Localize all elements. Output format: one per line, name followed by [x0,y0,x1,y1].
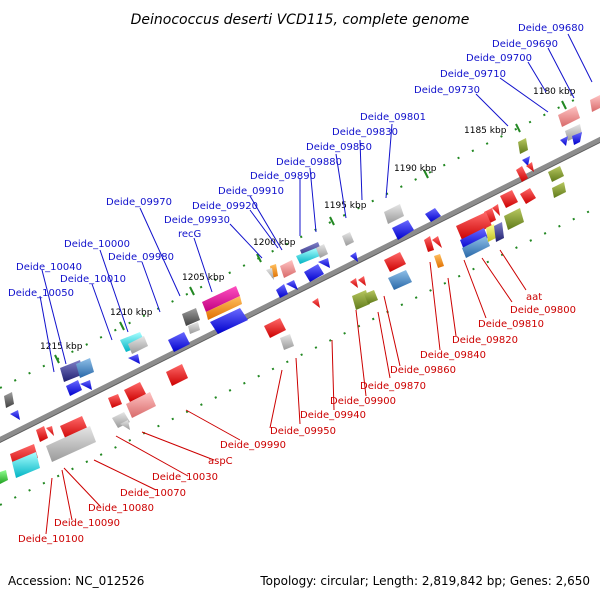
topology-text: Topology: circular; Length: 2,819,842 bp… [259,574,590,588]
tick-label: 1190 kbp [394,164,437,174]
gene-label[interactable]: Deide_09950 [270,426,336,437]
gene-label[interactable]: Deide_09840 [420,350,486,361]
gene-label[interactable]: Deide_10080 [88,503,154,514]
gene-label[interactable]: Deide_09860 [390,365,456,376]
gene-label[interactable]: Deide_09990 [220,440,286,451]
gene-label[interactable]: Deide_10100 [18,534,84,545]
gene-label[interactable]: Deide_10030 [152,472,218,483]
forward-genes [4,95,600,420]
gene-label[interactable]: Deide_09730 [414,85,480,96]
gene-label[interactable]: Deide_09910 [218,186,284,197]
tick-label: 1210 kbp [110,308,153,318]
gene-label[interactable]: Deide_09880 [276,157,342,168]
tick-label: 1185 kbp [464,126,507,136]
gene-label[interactable]: Deide_09970 [106,197,172,208]
major-ticks [54,100,567,364]
gene-label[interactable]: Deide_09920 [192,201,258,212]
gene-label[interactable]: Deide_09930 [164,215,230,226]
accession-text: Accession: NC_012526 [8,574,144,588]
gene-label[interactable]: Deide_09820 [452,335,518,346]
gene-label[interactable]: Deide_09830 [332,127,398,138]
gene-label[interactable]: Deide_09710 [440,69,506,80]
gene-label[interactable]: Deide_09801 [360,112,426,123]
leader-lines-bottom [45,249,527,535]
leader-lines-top [39,33,593,373]
gene-label[interactable]: Deide_09690 [492,39,558,50]
gene-label[interactable]: Deide_09900 [330,396,396,407]
lower-tick-track [0,205,600,506]
gene-label[interactable]: Deide_09890 [250,171,316,182]
gene-label[interactable]: Deide_10000 [64,239,130,250]
gene-label[interactable]: Deide_10070 [120,488,186,499]
gene-label[interactable]: Deide_10040 [16,262,82,273]
gene-labels-bottom: aat Deide_09800 Deide_09810 Deide_09820 … [18,292,576,545]
gene-label[interactable]: Deide_09680 [518,23,584,34]
gene-label[interactable]: Deide_09850 [306,142,372,153]
backbone-edge [0,141,600,444]
gene-label[interactable]: recG [178,229,201,240]
gene-label[interactable]: Deide_09980 [108,252,174,263]
gene-label[interactable]: Deide_09940 [300,410,366,421]
gene-label[interactable]: aat [526,292,542,303]
gene-label[interactable]: Deide_09810 [478,319,544,330]
gene-label[interactable]: Deide_09800 [510,305,576,316]
tick-label: 1205 kbp [182,273,225,283]
gene-label[interactable]: aspC [208,456,233,467]
map-title: Deinococcus deserti VCD115, complete gen… [131,12,470,28]
gene-label[interactable]: Deide_09700 [466,53,532,64]
gene-label[interactable]: Deide_09870 [360,381,426,392]
gene-labels-top: Deide_09680 Deide_09690 Deide_09700 Deid… [8,23,584,299]
backbone-outer [0,136,600,443]
gene-label[interactable]: Deide_10010 [60,274,126,285]
reverse-genes [0,162,566,484]
gene-label[interactable]: Deide_10090 [54,518,120,529]
gene-label[interactable]: Deide_10050 [8,288,74,299]
tick-label: 1195 kbp [324,201,367,211]
tick-label: 1180 kbp [533,87,576,97]
